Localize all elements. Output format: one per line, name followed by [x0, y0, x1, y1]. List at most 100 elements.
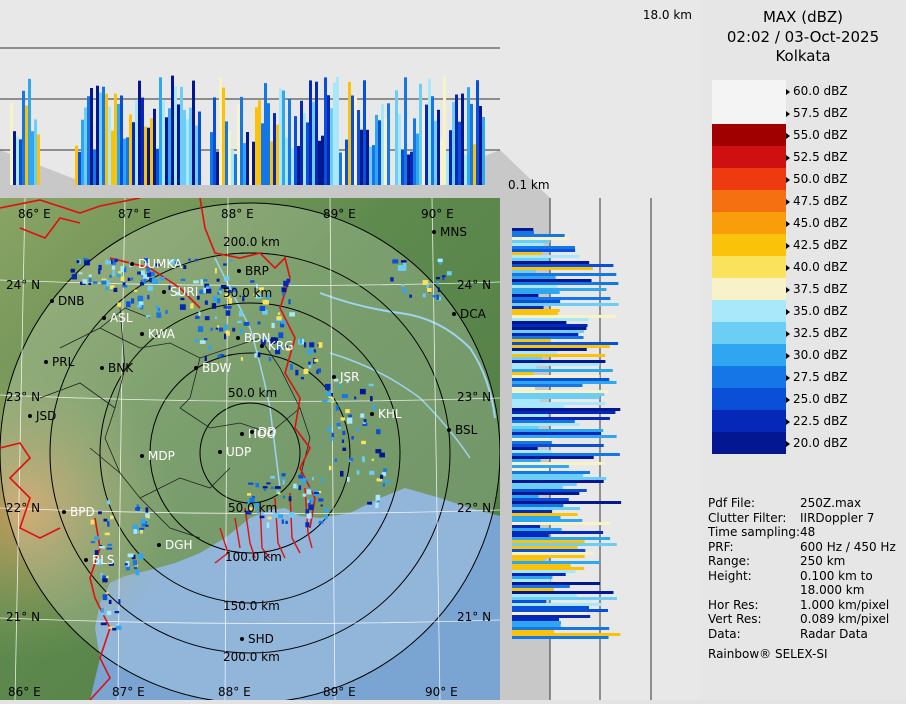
lon-label-top: 87° E — [118, 207, 151, 221]
station-label: UDP — [226, 445, 251, 459]
echo-pixel — [94, 536, 100, 540]
echo-pixel — [198, 311, 201, 316]
cross-section-column — [87, 96, 90, 185]
station-marker: PRL — [44, 355, 75, 369]
echo-pixel — [224, 324, 228, 330]
cross-section-column — [222, 87, 225, 185]
echo-pixel — [281, 477, 284, 481]
echo-pixel — [136, 530, 140, 533]
cross-section-column — [37, 134, 40, 185]
cross-section-row — [512, 579, 551, 582]
station-label: BDN — [244, 331, 270, 345]
echo-pixel — [367, 501, 373, 505]
cross-section-row — [512, 240, 550, 243]
cross-section-column — [120, 95, 123, 185]
echo-pixel — [324, 514, 328, 520]
echo-pixel — [114, 611, 120, 614]
echo-pixel — [199, 289, 204, 294]
echo-pixel — [282, 479, 285, 485]
cross-section-column — [258, 100, 261, 185]
color-swatch — [712, 410, 786, 432]
echo-pixel — [270, 337, 277, 343]
cross-section-column — [84, 107, 87, 185]
echo-pixel — [197, 295, 200, 300]
radar-map[interactable]: MNS DUMKA BRP DNB SURI ASL DCA KWA BDN KRG PRL BNK B… — [0, 198, 500, 700]
echo-pixel — [254, 353, 257, 358]
height-top-label: 18.0 km — [642, 8, 692, 22]
triangle-icon — [786, 154, 790, 161]
echo-pixel — [347, 477, 350, 482]
cross-section-row — [512, 267, 593, 270]
lat-label-right: 24° N — [457, 278, 491, 292]
info-key: Vert Res: — [708, 612, 762, 626]
cross-section-column — [321, 135, 324, 185]
corner-panel: 18.0 km 0.1 km — [500, 0, 700, 198]
echo-pixel — [176, 292, 180, 296]
cross-section-column — [195, 125, 198, 185]
station-label: DUMKA — [138, 257, 183, 271]
echo-pixel — [105, 260, 112, 265]
cross-section-column — [291, 148, 294, 185]
echo-pixel — [220, 285, 227, 289]
lon-label-top: 90° E — [421, 207, 454, 221]
side-cross-section-panel — [500, 198, 700, 700]
cross-section-row — [512, 447, 538, 450]
lat-label-left: 24° N — [6, 278, 40, 292]
echo-pixel — [371, 458, 374, 461]
cross-section-row — [512, 372, 534, 375]
station-marker: ASL — [102, 311, 133, 325]
cross-section-column — [111, 130, 114, 185]
station-marker: KHL — [370, 407, 402, 421]
cross-section-row — [512, 537, 611, 540]
echo-pixel — [409, 294, 412, 298]
echo-pixel — [238, 310, 243, 317]
cross-section-row — [512, 606, 589, 609]
cross-section-row — [512, 621, 561, 624]
cross-section-row — [512, 387, 535, 390]
station-label: MDP — [148, 449, 175, 463]
echo-pixel — [112, 270, 115, 277]
echo-pixel — [329, 393, 333, 396]
echo-pixel — [281, 287, 287, 293]
echo-pixel — [127, 553, 134, 558]
echo-pixel — [118, 271, 122, 276]
lon-label-bottom: 90° E — [425, 685, 458, 699]
echo-pixel — [402, 267, 407, 271]
echo-pixel — [351, 436, 354, 440]
cross-section-column — [416, 133, 419, 185]
echo-pixel — [111, 265, 116, 270]
color-swatch — [712, 388, 786, 410]
echo-pixel — [255, 502, 261, 507]
cross-section-column — [81, 119, 84, 185]
echo-pixel — [313, 349, 316, 353]
cross-section-row — [512, 345, 610, 348]
cross-section-column — [96, 85, 99, 185]
station-dot — [452, 312, 456, 316]
echo-pixel — [200, 279, 204, 285]
echo-pixel — [133, 566, 138, 570]
station-marker: MNS — [432, 225, 467, 239]
echo-pixel — [98, 268, 101, 275]
echo-pixel — [441, 275, 446, 278]
district-boundaries — [39, 307, 311, 539]
triangle-icon — [786, 88, 790, 95]
station-marker: BRP — [237, 264, 269, 278]
cross-section-column — [261, 123, 264, 185]
echo-pixel — [110, 260, 116, 265]
echo-pixel — [144, 258, 148, 263]
echo-pixel — [340, 417, 345, 421]
color-scale-text: 47.5 dBZ — [793, 194, 848, 208]
echo-pixel — [194, 339, 199, 343]
cross-section-row — [512, 300, 561, 303]
station-dot — [140, 332, 144, 336]
echo-pixel — [331, 432, 334, 438]
echo-pixel — [83, 258, 88, 261]
cross-section-row — [512, 402, 606, 405]
cross-section-column — [425, 104, 428, 185]
cross-section-column — [395, 90, 398, 185]
cross-section-row — [512, 564, 571, 567]
echo-pixel — [262, 486, 268, 489]
echo-pixel — [145, 524, 149, 527]
lon-label-top: 89° E — [323, 207, 356, 221]
echo-pixel — [109, 285, 115, 289]
